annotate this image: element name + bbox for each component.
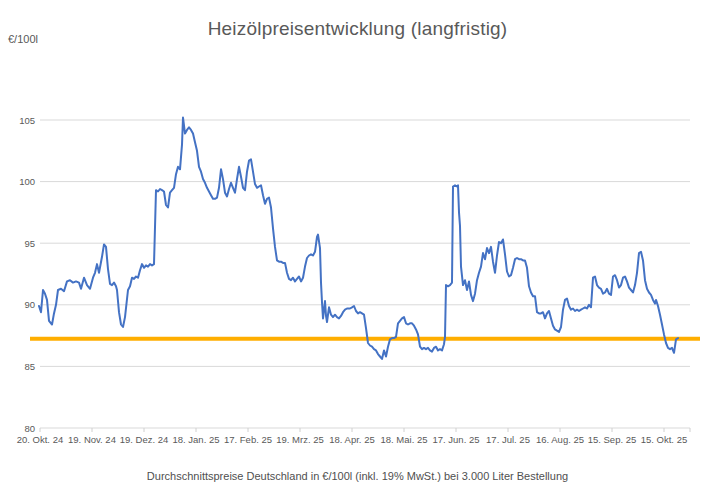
y-axis-unit-label: €/100l [8, 33, 38, 45]
chart-footnote: Durchschnittspreise Deutschland in €/100… [0, 470, 715, 482]
x-tick-label: 16. Aug. 25 [536, 434, 584, 445]
x-tick-label: 19. Dez. 24 [120, 434, 169, 445]
y-tick-label: 100 [19, 176, 35, 187]
x-tick-label: 17. Jul. 25 [486, 434, 530, 445]
x-tick-label: 19. Nov. 24 [68, 434, 116, 445]
price-series-line [39, 118, 678, 360]
y-tick-label: 105 [19, 115, 35, 126]
x-tick-label: 18. Jan. 25 [172, 434, 219, 445]
x-tick-label: 15. Okt. 25 [641, 434, 687, 445]
x-tick-label: 18. Apr. 25 [329, 434, 374, 445]
y-tick-label: 95 [24, 238, 35, 249]
x-tick-label: 19. Mrz. 25 [276, 434, 324, 445]
x-tick-label: 17. Feb. 25 [224, 434, 272, 445]
x-tick-label: 17. Jun. 25 [432, 434, 479, 445]
price-chart: 80 85 90 95 100 105 20. Okt. 24 19. Nov. 24 19. … [0, 0, 715, 502]
y-tick-label: 85 [24, 361, 35, 372]
y-tick-label: 90 [24, 299, 35, 310]
x-tick-label: 18. Mai. 25 [381, 434, 428, 445]
y-tick-label: 80 [24, 423, 35, 434]
x-tick-label: 20. Okt. 24 [17, 434, 63, 445]
x-tick-label: 15. Sep. 25 [588, 434, 637, 445]
chart-title: Heizölpreisentwicklung (langfristig) [0, 18, 715, 40]
